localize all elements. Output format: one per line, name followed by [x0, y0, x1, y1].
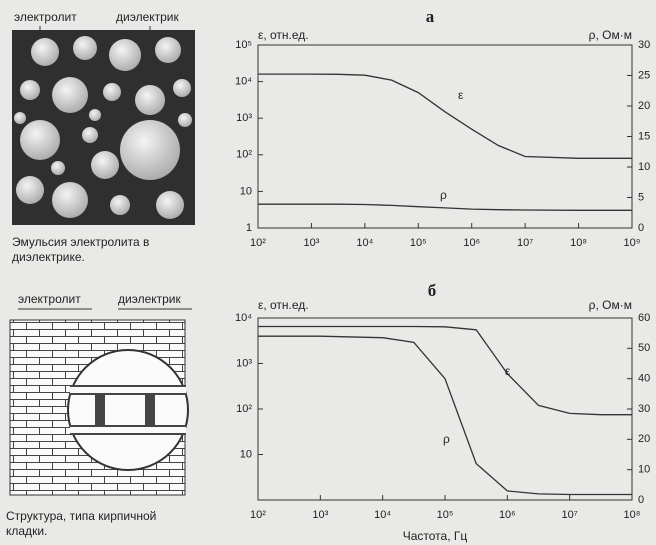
curve-label: ε — [458, 88, 464, 102]
y-tick-label: 10⁴ — [235, 312, 252, 324]
figure-label: электролит — [18, 292, 81, 306]
chart-title: а — [426, 7, 435, 26]
caption: кладки. — [6, 524, 47, 538]
y-tick-label: 10⁴ — [235, 76, 252, 88]
emulsion-illustration: электролит диэлектрик Эмульсия электроли… — [12, 10, 195, 264]
y2-axis-label: ρ, Ом·м — [589, 28, 632, 42]
y-tick-label: 10² — [236, 149, 252, 161]
figure: электролит диэлектрик Эмульсия электроли… — [0, 0, 656, 545]
caption: диэлектрике. — [12, 250, 85, 264]
y-tick-label: 10³ — [236, 357, 252, 369]
curve-label: ε — [505, 364, 511, 378]
x-tick-label: 10⁴ — [374, 509, 391, 521]
curve-label: ρ — [443, 432, 450, 446]
y2-tick-label: 50 — [638, 342, 650, 354]
x-tick-label: 10² — [250, 509, 266, 521]
figure-label: диэлектрик — [116, 10, 179, 24]
figure-label: диэлектрик — [118, 292, 181, 306]
y-tick-label: 10⁵ — [235, 39, 252, 51]
x-axis-label: Частота, Гц — [403, 529, 468, 543]
y2-tick-label: 0 — [638, 494, 644, 506]
y-tick-label: 10² — [236, 403, 252, 415]
x-tick-label: 10⁸ — [570, 237, 587, 249]
y-tick-label: 10 — [240, 185, 252, 197]
x-tick-label: 10⁷ — [562, 509, 578, 521]
figure-label: электролит — [14, 10, 77, 24]
y2-tick-label: 10 — [638, 161, 650, 173]
series-line — [258, 204, 632, 210]
y2-tick-label: 25 — [638, 69, 650, 81]
x-tick-label: 10⁵ — [437, 509, 454, 521]
y-axis-label: ε, отн.ед. — [258, 28, 309, 42]
y2-tick-label: 40 — [638, 373, 650, 385]
curve-label: ρ — [440, 188, 447, 202]
y2-tick-label: 30 — [638, 403, 650, 415]
y-tick-label: 10³ — [236, 112, 252, 124]
brick-illustration: электролит диэлектрик Структура, типа ки… — [6, 292, 192, 538]
series-line — [258, 327, 632, 415]
y-tick-label: 1 — [246, 222, 252, 234]
y2-tick-label: 0 — [638, 222, 644, 234]
series-line — [258, 336, 632, 494]
y2-tick-label: 10 — [638, 464, 650, 476]
chart-title: б — [428, 281, 437, 300]
y2-tick-label: 30 — [638, 39, 650, 51]
x-tick-label: 10⁵ — [410, 237, 427, 249]
caption: Эмульсия электролита в — [12, 235, 149, 249]
caption: Структура, типа кирпичной — [6, 509, 156, 523]
y2-axis-label: ρ, Ом·м — [589, 298, 632, 312]
y2-tick-label: 60 — [638, 312, 650, 324]
x-tick-label: 10³ — [312, 509, 328, 521]
x-tick-label: 10⁹ — [624, 237, 641, 249]
y2-tick-label: 15 — [638, 130, 650, 142]
x-tick-label: 10⁷ — [517, 237, 533, 249]
x-tick-label: 10⁸ — [624, 509, 641, 521]
x-tick-label: 10⁶ — [499, 509, 516, 521]
y-tick-label: 10 — [240, 448, 252, 460]
y-axis-label: ε, отн.ед. — [258, 298, 309, 312]
y2-tick-label: 20 — [638, 100, 650, 112]
plot-frame — [258, 318, 632, 500]
series-line — [258, 74, 632, 158]
x-tick-label: 10⁶ — [463, 237, 480, 249]
x-tick-label: 10³ — [303, 237, 319, 249]
y2-tick-label: 20 — [638, 433, 650, 445]
y2-tick-label: 5 — [638, 191, 644, 203]
x-tick-label: 10⁴ — [356, 237, 373, 249]
page: электролит диэлектрик Эмульсия электроли… — [0, 0, 656, 545]
x-tick-label: 10² — [250, 237, 266, 249]
